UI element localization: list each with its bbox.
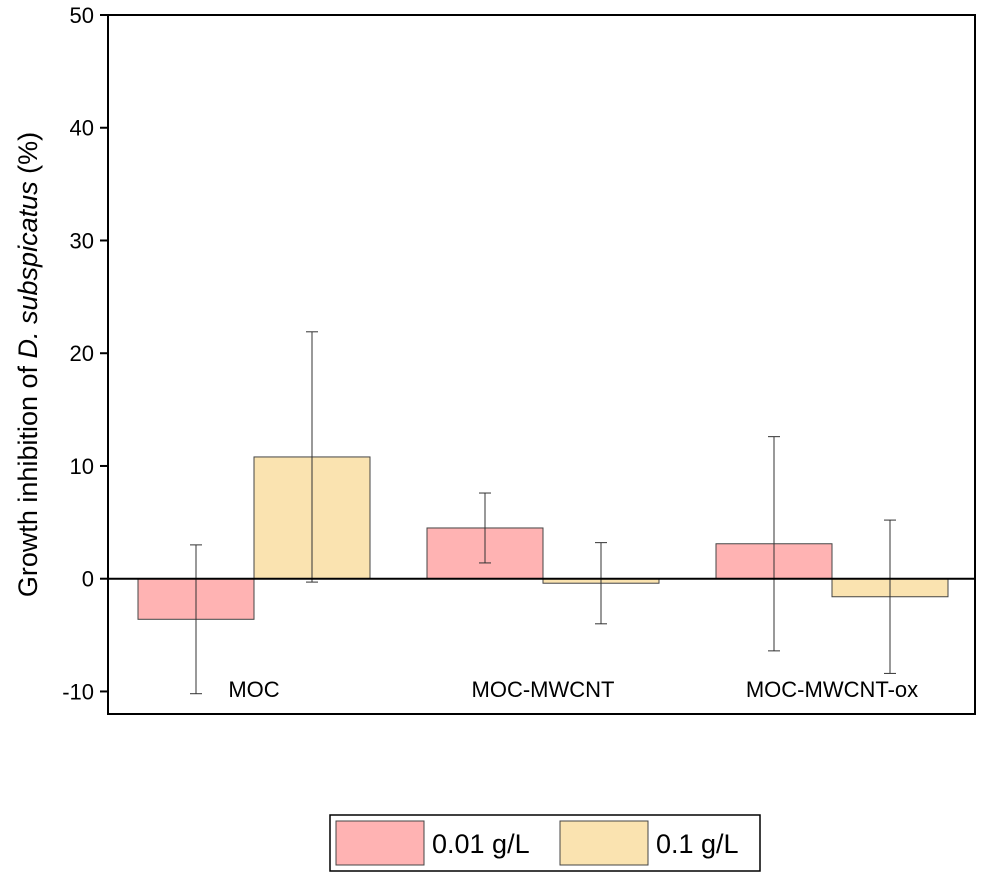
y-tick-label-4: 30	[70, 228, 94, 253]
category-labels: MOC MOC-MWCNT MOC-MWCNT-ox	[228, 677, 918, 702]
legend: 0.01 g/L 0.1 g/L	[329, 814, 761, 872]
y-tick-label-2: 10	[70, 454, 94, 479]
category-label-1: MOC-MWCNT	[472, 677, 615, 702]
legend-label-0: 0.01 g/L	[432, 829, 530, 859]
legend-swatch-0	[335, 820, 425, 866]
error-bar-2-1	[884, 519, 896, 674]
error-bar-1-0	[479, 492, 491, 564]
error-bar-0-1	[306, 331, 318, 583]
category-label-2: MOC-MWCNT-ox	[746, 677, 918, 702]
y-axis-title-species: D. subspicatus	[13, 181, 43, 358]
y-tick-label-6: 50	[70, 3, 94, 28]
y-tick-label-0: -10	[62, 679, 94, 704]
category-label-0: MOC	[228, 677, 279, 702]
y-axis-title-suffix: (%)	[13, 132, 43, 182]
legend-swatch-1	[559, 820, 649, 866]
y-tick-label-5: 40	[70, 116, 94, 141]
errorbars-layer	[190, 331, 896, 695]
legend-label-1: 0.1 g/L	[656, 829, 739, 859]
error-bar-2-0	[768, 436, 780, 652]
y-tick-label-3: 20	[70, 341, 94, 366]
y-axis: -10 0 10 20 30 40 50	[62, 3, 108, 704]
error-bar-0-0	[190, 544, 202, 695]
error-bar-1-1	[595, 542, 607, 625]
y-axis-title-prefix: Growth inhibition of	[13, 358, 43, 597]
plot-frame	[107, 14, 976, 715]
bars-layer	[137, 456, 949, 620]
y-axis-title: Growth inhibition of D. subspicatus (%)	[13, 132, 43, 597]
y-tick-label-1: 0	[82, 567, 94, 592]
